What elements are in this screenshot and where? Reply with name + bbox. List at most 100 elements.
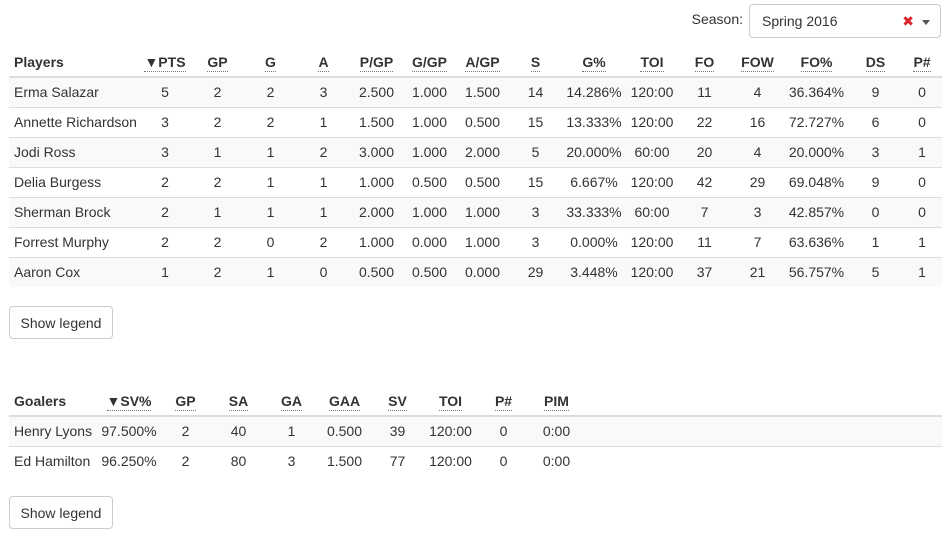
players-column-header[interactable]: P#: [902, 47, 942, 78]
column-header-label: GP: [207, 53, 228, 72]
players-column-header[interactable]: FO: [678, 47, 731, 78]
goalers-column-header[interactable]: TOI: [424, 386, 477, 417]
goalers-column-header[interactable]: GA: [265, 386, 318, 417]
column-header-label: SV: [388, 392, 407, 411]
stat-cell: 63.636%: [784, 226, 849, 257]
show-legend-button[interactable]: Show legend: [9, 306, 113, 339]
players-column-header[interactable]: FOW: [731, 47, 784, 78]
stat-cell: 0.000: [456, 256, 509, 287]
goalers-column-header[interactable]: GP: [159, 386, 212, 417]
players-column-header[interactable]: P/GP: [350, 47, 403, 78]
players-column-header[interactable]: S: [509, 47, 562, 78]
stat-cell: 60:00: [626, 196, 678, 227]
stat-cell: 1.000: [456, 226, 509, 257]
stat-cell: 1.500: [318, 445, 371, 476]
stat-cell: 72.727%: [784, 106, 849, 137]
stat-cell: 5: [849, 256, 902, 287]
stat-cell: 2: [139, 196, 191, 227]
column-header-label: P#: [913, 53, 931, 72]
stat-cell: 2: [191, 226, 244, 257]
stat-cell: 1.000: [403, 106, 456, 137]
stat-cell: 3: [509, 196, 562, 227]
stat-cell: 1.000: [403, 196, 456, 227]
players-column-header[interactable]: G/GP: [403, 47, 456, 78]
players-column-header-name[interactable]: Players: [9, 47, 139, 78]
stat-cell: 2.000: [456, 136, 509, 167]
stat-cell: 42.857%: [784, 196, 849, 227]
table-row: Erma Salazar 5 2 2 3 2.500 1.000 1.500 14 14.286%…: [9, 76, 942, 107]
players-column-header[interactable]: G: [244, 47, 297, 78]
column-header-label: Players: [14, 53, 64, 70]
stat-cell: 120:00: [626, 226, 678, 257]
players-column-header[interactable]: FO%: [784, 47, 849, 78]
goalers-column-header[interactable]: P#: [477, 386, 530, 417]
player-name-cell: Ed Hamilton: [9, 445, 99, 476]
stat-cell: 120:00: [424, 415, 477, 446]
stat-cell: 3.000: [350, 136, 403, 167]
stat-cell: 2.500: [350, 76, 403, 107]
stat-cell: 120:00: [626, 166, 678, 197]
stat-cell: 3.448%: [562, 256, 626, 287]
stat-cell: 29: [509, 256, 562, 287]
goalers-column-header[interactable]: PIM: [530, 386, 583, 417]
goalers-column-header-name[interactable]: Goalers: [9, 386, 99, 417]
players-column-header[interactable]: DS: [849, 47, 902, 78]
stat-cell: 5: [509, 136, 562, 167]
goalers-column-header[interactable]: SV: [371, 386, 424, 417]
stat-cell: 0: [244, 226, 297, 257]
stat-cell: 1: [297, 166, 350, 197]
stat-cell: 40: [212, 415, 265, 446]
stat-cell: 4: [731, 136, 784, 167]
stat-cell: 1: [244, 136, 297, 167]
stat-cell: 2: [297, 136, 350, 167]
stat-cell: 2: [159, 445, 212, 476]
stat-cell: 7: [678, 196, 731, 227]
column-header-label: GA: [281, 392, 302, 411]
players-column-header[interactable]: A/GP: [456, 47, 509, 78]
goalers-column-header[interactable]: GAA: [318, 386, 371, 417]
stat-cell: 11: [678, 226, 731, 257]
column-header-label: S: [530, 53, 541, 72]
column-header-label: TOI: [640, 53, 664, 72]
stat-cell: 1: [244, 166, 297, 197]
player-name-cell: Sherman Brock: [9, 196, 139, 227]
players-column-header[interactable]: TOI: [626, 47, 678, 78]
column-header-label: A/GP: [465, 53, 500, 72]
players-column-header[interactable]: A: [297, 47, 350, 78]
stat-cell: 120:00: [626, 106, 678, 137]
stat-cell: 3: [139, 136, 191, 167]
stat-cell: 0: [477, 445, 530, 476]
stat-cell: 29: [731, 166, 784, 197]
goalers-column-header[interactable]: ▼SV%: [99, 386, 159, 417]
stat-cell: 0.500: [403, 256, 456, 287]
season-select[interactable]: Spring 2016 ✖: [749, 4, 941, 38]
player-name-cell: Annette Richardson: [9, 106, 139, 137]
stat-cell: 1: [902, 136, 942, 167]
stat-cell: 13.333%: [562, 106, 626, 137]
stat-cell: 1: [849, 226, 902, 257]
players-column-header[interactable]: GP: [191, 47, 244, 78]
stat-cell: 2: [244, 106, 297, 137]
stat-cell: 69.048%: [784, 166, 849, 197]
column-header-label: Goalers: [14, 392, 67, 409]
stat-cell: 6: [849, 106, 902, 137]
players-column-header[interactable]: G%: [562, 47, 626, 78]
stat-cell: 1: [297, 196, 350, 227]
stat-cell: 1: [244, 256, 297, 287]
chevron-down-icon[interactable]: [922, 20, 930, 25]
column-header-label: A: [318, 53, 329, 72]
clear-icon[interactable]: ✖: [902, 13, 914, 29]
column-header-label: ▼PTS: [144, 53, 186, 72]
goalers-column-header[interactable]: SA: [212, 386, 265, 417]
show-legend-button[interactable]: Show legend: [9, 496, 113, 529]
table-row: Sherman Brock 2 1 1 1 2.000 1.000 1.000 3 33.333%…: [9, 196, 942, 227]
player-name-cell: Henry Lyons: [9, 415, 99, 446]
stat-cell: 2: [139, 226, 191, 257]
stat-cell: 16: [731, 106, 784, 137]
stat-cell: 0.500: [403, 166, 456, 197]
stat-cell: 0.500: [318, 415, 371, 446]
players-column-header[interactable]: ▼PTS: [139, 47, 191, 78]
stat-cell: 3: [139, 106, 191, 137]
stat-cell: 2: [191, 76, 244, 107]
stat-cell: 80: [212, 445, 265, 476]
